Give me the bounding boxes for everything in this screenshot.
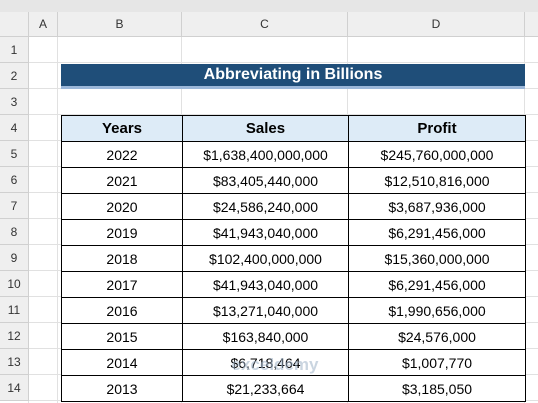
table-cell: 2014 bbox=[61, 349, 183, 376]
table-cell: $1,007,770 bbox=[348, 349, 526, 376]
table-cell: 2019 bbox=[61, 219, 183, 246]
table-cell: $6,291,456,000 bbox=[348, 219, 526, 246]
table-cell: $3,687,936,000 bbox=[348, 193, 526, 220]
row-header[interactable]: 14 bbox=[0, 375, 29, 401]
table-cell: $24,586,240,000 bbox=[182, 193, 349, 220]
grid-line bbox=[57, 37, 58, 403]
row-header[interactable]: 7 bbox=[0, 193, 29, 219]
table-cell: $1,638,400,000,000 bbox=[182, 141, 349, 168]
table-cell: 2021 bbox=[61, 167, 183, 194]
table-cell: $12,510,816,000 bbox=[348, 167, 526, 194]
grid-line bbox=[29, 114, 538, 115]
table-cell: $41,943,040,000 bbox=[182, 271, 349, 298]
grid-line bbox=[29, 62, 538, 63]
table-cell: $6,291,456,000 bbox=[348, 271, 526, 298]
table-cell: 2016 bbox=[61, 297, 183, 324]
table-cell: $41,943,040,000 bbox=[182, 219, 349, 246]
table-cell: $163,840,000 bbox=[182, 323, 349, 350]
title-banner: Abbreviating in Billions bbox=[61, 64, 525, 86]
table-cell: 2020 bbox=[61, 193, 183, 220]
row-header[interactable]: 11 bbox=[0, 297, 29, 323]
title-underline bbox=[61, 86, 525, 89]
row-header[interactable]: 5 bbox=[0, 141, 29, 167]
table-cell: $13,271,040,000 bbox=[182, 297, 349, 324]
corner bbox=[0, 12, 29, 37]
column-header[interactable]: B bbox=[58, 12, 182, 37]
table-cell: $3,185,050 bbox=[348, 375, 526, 402]
column-header[interactable]: A bbox=[29, 12, 58, 37]
row-header[interactable]: 8 bbox=[0, 219, 29, 245]
row-header[interactable]: 9 bbox=[0, 245, 29, 271]
row-header[interactable]: 1 bbox=[0, 37, 29, 63]
table-header-cell: Profit bbox=[348, 115, 526, 142]
table-cell: $1,990,656,000 bbox=[348, 297, 526, 324]
table-cell: 2013 bbox=[61, 375, 183, 402]
table-cell: $102,400,000,000 bbox=[182, 245, 349, 272]
table-cell: $21,233,664 bbox=[182, 375, 349, 402]
row-header[interactable]: 10 bbox=[0, 271, 29, 297]
table-header-cell: Sales bbox=[182, 115, 349, 142]
table-cell: $24,576,000 bbox=[348, 323, 526, 350]
row-header[interactable]: 2 bbox=[0, 63, 29, 89]
table-cell: $245,760,000,000 bbox=[348, 141, 526, 168]
table-cell: $15,360,000,000 bbox=[348, 245, 526, 272]
row-header[interactable]: 12 bbox=[0, 323, 29, 349]
table-cell: 2015 bbox=[61, 323, 183, 350]
table-cell: 2018 bbox=[61, 245, 183, 272]
table-cell: 2022 bbox=[61, 141, 183, 168]
column-header[interactable]: D bbox=[348, 12, 525, 37]
watermark: exceldemy bbox=[231, 355, 319, 374]
row-header[interactable]: 4 bbox=[0, 115, 29, 141]
toolbar-strip bbox=[0, 0, 538, 12]
row-header[interactable]: 6 bbox=[0, 167, 29, 193]
table-cell: $83,405,440,000 bbox=[182, 167, 349, 194]
column-header bbox=[525, 12, 538, 37]
table-header-cell: Years bbox=[61, 115, 183, 142]
column-header[interactable]: C bbox=[182, 12, 348, 37]
row-header[interactable]: 3 bbox=[0, 89, 29, 115]
sheet: A B C D 1 2 3 4 5 6 7 8 9 10 11 12 13 14 Abbreviating in B… bbox=[0, 12, 538, 403]
table-cell: 2017 bbox=[61, 271, 183, 298]
row-header[interactable]: 13 bbox=[0, 349, 29, 375]
